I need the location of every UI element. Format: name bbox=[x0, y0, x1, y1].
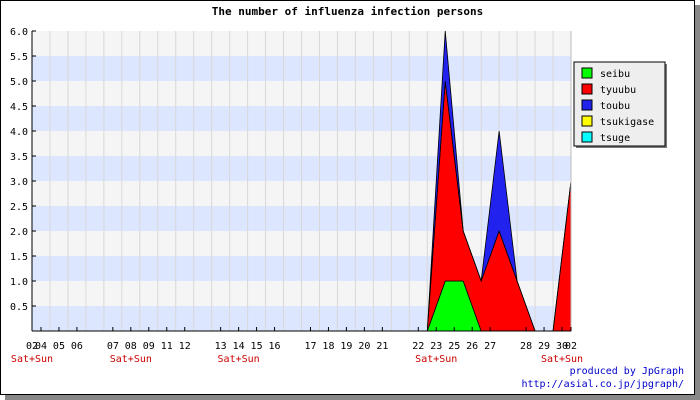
x-tick-label: 06 bbox=[71, 341, 83, 352]
x-tick-label: 12 bbox=[179, 341, 191, 352]
x-tick-label: 15 bbox=[251, 341, 263, 352]
y-tick-label: 4.0 bbox=[10, 127, 28, 138]
weekend-label: Sat+Sun bbox=[11, 354, 53, 365]
x-tick-label: 17 bbox=[304, 341, 316, 352]
legend-label-tsuge: tsuge bbox=[600, 133, 630, 144]
x-tick-label: 07 bbox=[107, 341, 119, 352]
y-tick-label: 1.0 bbox=[10, 277, 28, 288]
x-tick-label: 18 bbox=[322, 341, 334, 352]
y-tick-label: 2.0 bbox=[10, 227, 28, 238]
y-tick-label: 2.5 bbox=[10, 202, 28, 213]
area-chart: 6.05.55.04.54.03.53.02.52.01.51.00.5 020… bbox=[10, 27, 667, 365]
weekend-label: Sat+Sun bbox=[110, 354, 152, 365]
legend-label-toubu: toubu bbox=[600, 101, 630, 112]
y-tick-label: 6.0 bbox=[10, 27, 28, 38]
legend: seibu tyuubu toubu tsukigase tsuge bbox=[573, 61, 667, 148]
x-tick-label: 14 bbox=[233, 341, 245, 352]
x-tick-label: 25 bbox=[448, 341, 460, 352]
x-tick-label: 19 bbox=[340, 341, 352, 352]
legend-swatch-toubu bbox=[581, 99, 593, 111]
x-tick-label: 08 bbox=[125, 341, 137, 352]
y-tick-label: 3.0 bbox=[10, 177, 28, 188]
x-tick-label: 13 bbox=[215, 341, 227, 352]
x-tick-label: 04 bbox=[35, 341, 47, 352]
x-tick-label: 27 bbox=[484, 341, 496, 352]
x-tick-label: 16 bbox=[269, 341, 281, 352]
legend-swatch-seibu bbox=[581, 67, 593, 79]
legend-swatch-tsuge bbox=[581, 131, 593, 143]
x-tick-label: 09 bbox=[143, 341, 155, 352]
y-tick-label: 0.5 bbox=[10, 302, 28, 313]
legend-swatch-tsukigase bbox=[581, 115, 593, 127]
y-tick-label: 4.5 bbox=[10, 102, 28, 113]
x-tick-label: 21 bbox=[376, 341, 388, 352]
y-tick-labels: 6.0 5.5 5.0 4.5 4.0 3.5 3.0 2.5 2.0 1.5 1.0 0.5 bbox=[10, 27, 36, 313]
legend-label-seibu: seibu bbox=[600, 69, 630, 80]
weekend-label: Sat+Sun bbox=[218, 354, 260, 365]
x-tick-label: 02 bbox=[565, 341, 577, 352]
y-tick-label: 1.5 bbox=[10, 252, 28, 263]
x-tick-label: 20 bbox=[358, 341, 370, 352]
x-tick-label: 11 bbox=[161, 341, 173, 352]
legend-label-tsukigase: tsukigase bbox=[600, 117, 654, 128]
credit-line-1: produced by JpGraph bbox=[569, 366, 684, 377]
weekend-label: Sat+Sun bbox=[541, 354, 583, 365]
x-tick-label: 30 bbox=[556, 341, 568, 352]
y-tick-label: 5.0 bbox=[10, 77, 28, 88]
y-tick-label: 3.5 bbox=[10, 152, 28, 163]
x-tick-label: 29 bbox=[538, 341, 550, 352]
x-tick-label: 26 bbox=[466, 341, 478, 352]
legend-swatch-tyuubu bbox=[581, 83, 593, 95]
x-tick-label: 22 bbox=[412, 341, 424, 352]
weekend-labels: Sat+Sun Sat+Sun Sat+Sun Sat+Sun Sat+Sun bbox=[11, 354, 583, 365]
x-tick-label: 05 bbox=[53, 341, 65, 352]
x-tick-label: 02 bbox=[26, 341, 38, 352]
y-tick-label: 5.5 bbox=[10, 52, 28, 63]
legend-label-tyuubu: tyuubu bbox=[600, 85, 636, 96]
chart-title: The number of influenza infection person… bbox=[211, 5, 484, 18]
credit-link[interactable]: http://asial.co.jp/jpgraph/ bbox=[521, 379, 684, 390]
x-tick-label: 28 bbox=[520, 341, 532, 352]
weekend-label: Sat+Sun bbox=[415, 354, 457, 365]
x-tick-label: 23 bbox=[430, 341, 442, 352]
